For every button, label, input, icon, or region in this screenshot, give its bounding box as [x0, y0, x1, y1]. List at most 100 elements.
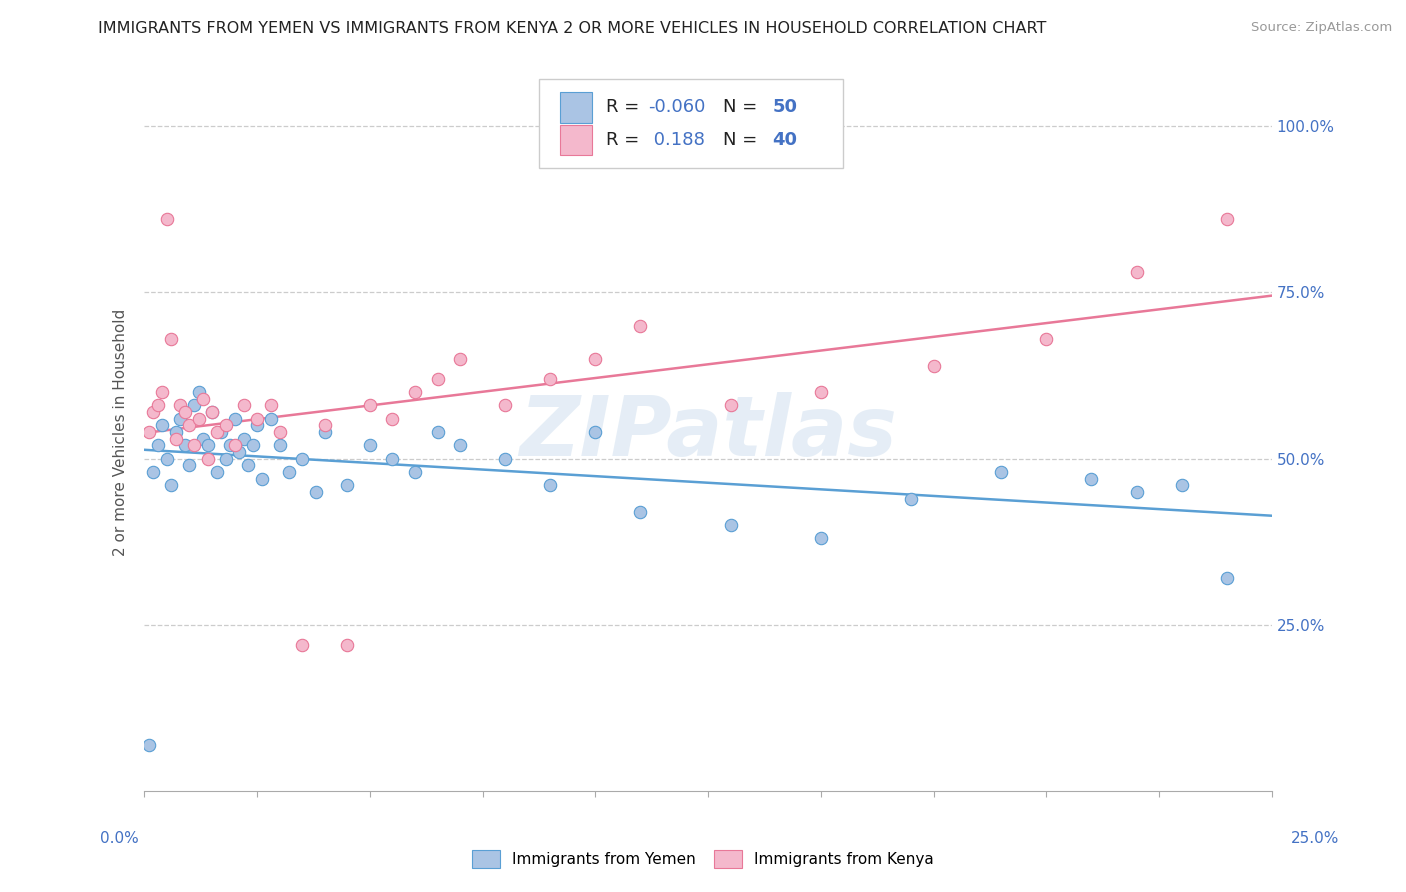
Point: [242, 438, 264, 452]
Point: [205, 425, 228, 439]
Point: [1080, 472, 1102, 486]
Point: [197, 438, 219, 452]
Point: [138, 425, 160, 439]
Text: ZIPatlas: ZIPatlas: [519, 392, 897, 473]
Point: [720, 399, 742, 413]
Point: [179, 418, 201, 433]
Point: [630, 505, 652, 519]
Point: [246, 418, 269, 433]
Point: [810, 385, 832, 400]
FancyBboxPatch shape: [538, 78, 844, 169]
Point: [291, 638, 314, 652]
Point: [1216, 212, 1239, 227]
Point: [228, 445, 250, 459]
Point: [224, 438, 246, 452]
Point: [359, 399, 381, 413]
Point: [156, 212, 179, 227]
Point: [1216, 571, 1239, 585]
Point: [810, 532, 832, 546]
Point: [1125, 484, 1147, 499]
Text: 25.0%: 25.0%: [1291, 831, 1339, 846]
Point: [169, 399, 191, 413]
Point: [305, 484, 328, 499]
Point: [314, 425, 336, 439]
Point: [160, 478, 183, 492]
Point: [165, 432, 187, 446]
Point: [900, 491, 922, 506]
Point: [336, 478, 359, 492]
Point: [449, 438, 471, 452]
Point: [336, 638, 359, 652]
Point: [205, 465, 228, 479]
Point: [381, 451, 404, 466]
Point: [142, 405, 165, 419]
Point: [404, 385, 426, 400]
Point: [236, 458, 259, 473]
Point: [277, 465, 299, 479]
Text: 50: 50: [772, 98, 797, 117]
Point: [214, 451, 236, 466]
Point: [494, 399, 516, 413]
Point: [232, 399, 254, 413]
Point: [209, 425, 232, 439]
Point: [201, 405, 224, 419]
Point: [214, 418, 236, 433]
Point: [165, 425, 187, 439]
Point: [146, 399, 169, 413]
Text: Source: ZipAtlas.com: Source: ZipAtlas.com: [1251, 21, 1392, 35]
Point: [720, 518, 742, 533]
Point: [138, 738, 160, 752]
Point: [404, 465, 426, 479]
Point: [191, 432, 214, 446]
Text: IMMIGRANTS FROM YEMEN VS IMMIGRANTS FROM KENYA 2 OR MORE VEHICLES IN HOUSEHOLD C: IMMIGRANTS FROM YEMEN VS IMMIGRANTS FROM…: [98, 21, 1047, 37]
FancyBboxPatch shape: [561, 125, 592, 155]
Point: [426, 372, 449, 386]
Point: [250, 472, 273, 486]
Point: [1125, 265, 1147, 279]
Point: [449, 351, 471, 366]
Point: [183, 399, 205, 413]
Point: [246, 411, 269, 425]
Text: -0.060: -0.060: [648, 98, 706, 117]
Point: [142, 465, 165, 479]
Text: N =: N =: [723, 98, 763, 117]
Point: [291, 451, 314, 466]
Text: 0.188: 0.188: [648, 131, 706, 149]
Point: [359, 438, 381, 452]
Legend: Immigrants from Yemen, Immigrants from Kenya: Immigrants from Yemen, Immigrants from K…: [465, 843, 941, 875]
Point: [314, 418, 336, 433]
Point: [630, 318, 652, 333]
Point: [169, 411, 191, 425]
Point: [269, 438, 291, 452]
Point: [174, 438, 197, 452]
Point: [187, 385, 209, 400]
Point: [269, 425, 291, 439]
Point: [494, 451, 516, 466]
Point: [191, 392, 214, 406]
FancyBboxPatch shape: [561, 93, 592, 122]
Point: [201, 405, 224, 419]
Point: [426, 425, 449, 439]
Point: [146, 438, 169, 452]
Point: [187, 411, 209, 425]
Point: [1170, 478, 1192, 492]
Point: [232, 432, 254, 446]
Y-axis label: 2 or more Vehicles in Household: 2 or more Vehicles in Household: [114, 309, 128, 556]
Point: [156, 451, 179, 466]
Text: R =: R =: [606, 98, 644, 117]
Point: [179, 458, 201, 473]
Point: [583, 425, 606, 439]
Text: 40: 40: [772, 131, 797, 149]
Text: 0.0%: 0.0%: [100, 831, 139, 846]
Point: [152, 385, 174, 400]
Point: [990, 465, 1012, 479]
Point: [922, 359, 945, 373]
Point: [224, 411, 246, 425]
Point: [152, 418, 174, 433]
Point: [260, 399, 283, 413]
Point: [260, 411, 283, 425]
Point: [538, 478, 561, 492]
Point: [174, 405, 197, 419]
Point: [183, 438, 205, 452]
Point: [538, 372, 561, 386]
